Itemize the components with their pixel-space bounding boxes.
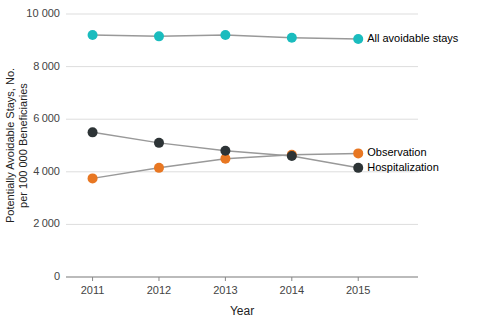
y-tick-label: 2 000	[33, 217, 60, 229]
chart: 0 2 000 4 000 6 000 8 000 10 000 2011 2012 2013 2…	[0, 0, 500, 323]
point	[220, 146, 230, 156]
point	[220, 30, 230, 40]
point	[88, 30, 98, 40]
x-axis-line	[66, 277, 418, 278]
series-label: All avoidable stays	[367, 32, 459, 44]
y-tick-label: 4 000	[33, 165, 60, 177]
point	[287, 33, 297, 43]
x-tick	[358, 277, 359, 281]
point	[287, 151, 297, 161]
y-tick-label: 0	[54, 270, 60, 282]
grid-line	[66, 277, 418, 278]
point	[154, 138, 164, 148]
x-tick-label: 2011	[81, 284, 105, 296]
y-tick-label: 6 000	[33, 112, 60, 124]
y-tick-label: 10 000	[26, 7, 60, 19]
series-line	[93, 153, 359, 178]
grid-line	[66, 66, 418, 67]
x-tick	[92, 277, 93, 281]
y-grid	[66, 14, 418, 277]
x-tick	[291, 277, 292, 281]
series-line	[93, 132, 359, 168]
point	[353, 148, 363, 158]
grid-line	[66, 14, 418, 15]
grid-line	[66, 171, 418, 172]
point	[88, 173, 98, 183]
grid-line	[66, 119, 418, 120]
x-axis-label: Year	[230, 304, 254, 318]
y-axis-label: Potentially Avoidable Stays, No.per 100 …	[4, 68, 29, 223]
series-label: Hospitalization	[367, 161, 439, 173]
x-tick-label: 2015	[346, 284, 370, 296]
y-tick-label: 8 000	[33, 60, 60, 72]
point	[353, 163, 363, 173]
plot-area	[88, 30, 364, 183]
x-tick-label: 2013	[213, 284, 237, 296]
point	[88, 127, 98, 137]
x-tick-label: 2014	[280, 284, 304, 296]
series-label: Observation	[367, 146, 426, 158]
x-tick	[158, 277, 159, 281]
x-tick-label: 2012	[147, 284, 171, 296]
x-tick	[225, 277, 226, 281]
point	[154, 31, 164, 41]
point	[154, 163, 164, 173]
point	[353, 34, 363, 44]
grid-line	[66, 224, 418, 225]
